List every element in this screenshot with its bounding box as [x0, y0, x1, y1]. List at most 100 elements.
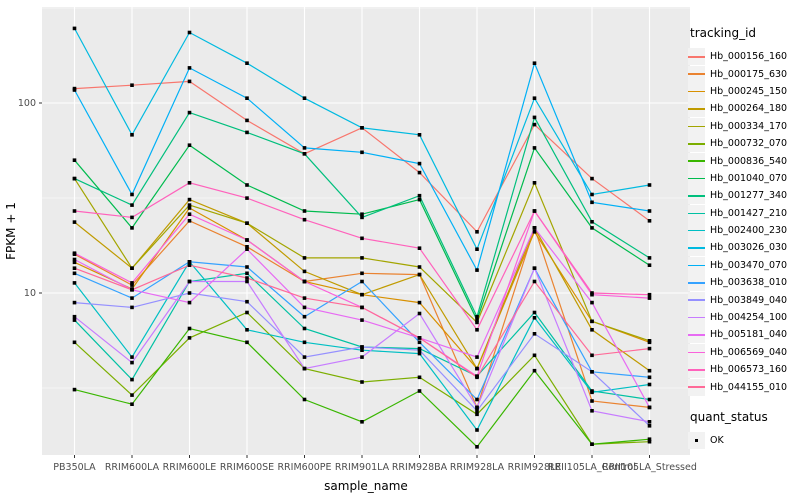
legend-label: Hb_044155_010 — [710, 381, 788, 393]
legend-entry-Hb_003849_040: Hb_003849_040 — [688, 291, 798, 309]
data-point — [72, 314, 77, 319]
legend-line-swatch — [688, 369, 705, 371]
data-point — [302, 305, 307, 310]
data-point — [130, 305, 134, 310]
data-point — [647, 437, 652, 441]
legend-label: Hb_003470_070 — [710, 259, 788, 271]
data-point — [360, 355, 364, 359]
data-point — [647, 420, 652, 424]
legend-line-swatch — [688, 73, 705, 75]
data-point — [475, 409, 479, 413]
data-point — [245, 196, 249, 200]
data-point — [532, 115, 537, 120]
x-axis-title: sample_name — [324, 479, 408, 493]
quant-ok-key-icon — [688, 432, 705, 449]
legend-line-swatch — [688, 282, 705, 284]
data-point — [590, 220, 594, 224]
legend-key-icon — [688, 256, 705, 274]
x-tick-label: RRIM600SE — [220, 462, 274, 473]
data-point — [360, 212, 364, 216]
data-point — [187, 279, 192, 284]
data-point — [590, 300, 594, 305]
data-point — [245, 61, 249, 65]
data-point — [302, 269, 307, 274]
data-point — [72, 88, 77, 92]
data-point — [72, 220, 77, 224]
data-point — [532, 353, 537, 358]
data-point — [532, 230, 537, 234]
legend-key-icon — [688, 343, 705, 361]
data-point — [72, 387, 77, 392]
legend-key-icon — [688, 309, 705, 327]
data-point — [647, 439, 652, 444]
data-point — [187, 30, 192, 35]
data-point — [302, 314, 307, 319]
legend-label: Hb_000245_150 — [710, 85, 788, 97]
data-point — [302, 340, 307, 345]
data-point — [72, 26, 77, 31]
data-point — [647, 346, 652, 351]
data-point — [130, 402, 134, 406]
data-point — [130, 360, 134, 365]
data-point — [187, 326, 192, 331]
legend-title-tracking-id: tracking_id — [690, 26, 757, 40]
data-point — [590, 200, 594, 205]
data-point — [187, 300, 192, 305]
legend-panel: tracking_id Hb_000156_160 Hb_000175_630 Hb… — [688, 26, 798, 449]
data-point — [302, 279, 307, 284]
legend-label: Hb_006573_160 — [710, 364, 788, 376]
data-point — [590, 442, 594, 446]
data-point — [475, 412, 479, 417]
data-point — [245, 247, 249, 251]
data-point — [245, 238, 249, 242]
legend-line-swatch — [688, 55, 705, 58]
legend-entry-Hb_006573_160: Hb_006573_160 — [688, 361, 798, 379]
legend-key-icon — [688, 326, 705, 344]
legend-entry-Hb_004254_100: Hb_004254_100 — [688, 309, 798, 327]
data-point — [532, 96, 537, 100]
x-tick-label: RRIM928BA — [392, 462, 448, 473]
legend-label: Hb_000175_630 — [710, 68, 788, 80]
data-point — [245, 221, 249, 225]
legend-entry-Hb_006569_040: Hb_006569_040 — [688, 343, 798, 361]
legend-label: Hb_003849_040 — [710, 294, 788, 306]
data-point — [417, 351, 422, 356]
data-point — [475, 314, 479, 319]
data-point — [475, 355, 479, 359]
legend-entries: Hb_000156_160 Hb_000175_630 Hb_000245_150 H… — [688, 48, 798, 396]
y-tick-label: 100 — [18, 98, 36, 109]
legend-key-icon — [688, 239, 705, 257]
legend-entry-quant-ok: OK — [688, 432, 798, 449]
legend-line-swatch — [688, 212, 705, 215]
data-point — [417, 389, 422, 393]
data-point — [245, 340, 249, 345]
data-point — [130, 83, 134, 87]
data-point — [302, 146, 307, 150]
data-point — [360, 271, 364, 276]
data-point — [245, 183, 249, 187]
data-point — [590, 370, 594, 374]
data-point — [130, 133, 134, 137]
legend-label: Hb_000264_180 — [710, 103, 788, 115]
legend-entry-Hb_005181_040: Hb_005181_040 — [688, 326, 798, 344]
data-point — [130, 296, 134, 300]
data-point — [532, 122, 537, 127]
data-point — [647, 339, 652, 343]
data-point — [475, 375, 479, 380]
data-point — [360, 256, 364, 260]
data-point — [360, 236, 364, 241]
data-point — [647, 382, 652, 387]
data-point — [475, 405, 479, 410]
data-point — [532, 266, 537, 270]
legend-entry-Hb_001277_340: Hb_001277_340 — [688, 187, 798, 205]
legend-key-icon — [688, 135, 705, 153]
data-point — [647, 263, 652, 267]
data-point — [187, 212, 192, 216]
legend-entry-Hb_000156_160: Hb_000156_160 — [688, 48, 798, 66]
data-point — [130, 355, 134, 359]
data-point — [475, 445, 479, 449]
data-point — [302, 96, 307, 100]
x-tick-label: RRIM600LE — [163, 462, 217, 473]
data-point — [417, 197, 422, 202]
